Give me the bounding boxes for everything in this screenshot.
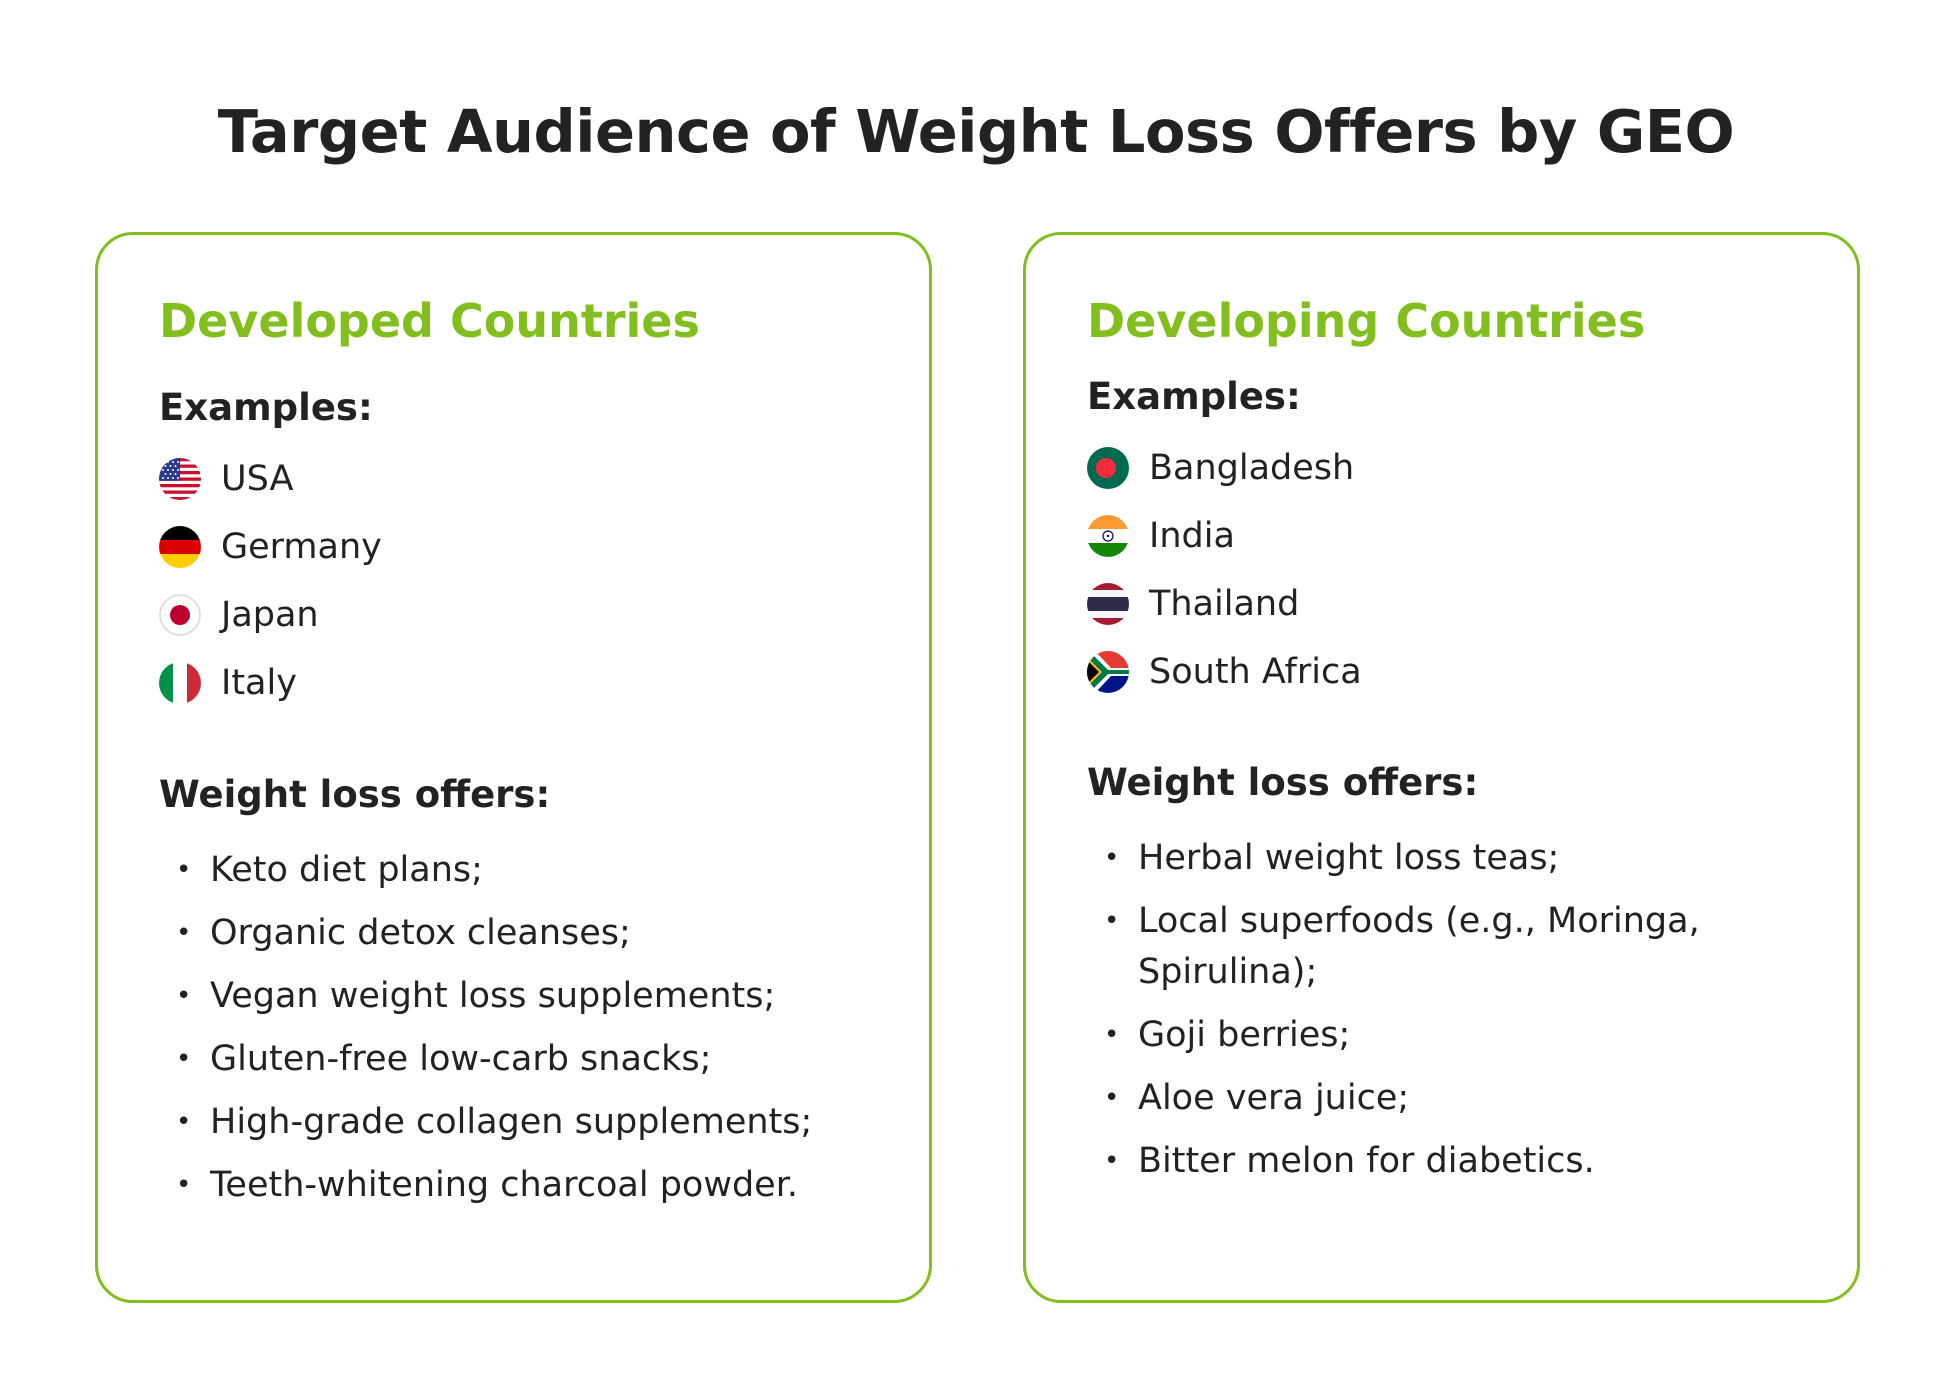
country-item: USA: [159, 445, 382, 513]
developing-countries-card: Developing Countries Examples: Banglades…: [1023, 232, 1860, 1303]
country-item: India: [1087, 502, 1362, 570]
list-item: • Herbal weight loss teas;: [1104, 838, 1560, 878]
bangladesh-flag-icon: [1087, 447, 1129, 489]
country-name: Germany: [221, 527, 382, 567]
list-item: • Vegan weight loss supplements;: [176, 976, 776, 1016]
list-item: • Keto diet plans;: [176, 850, 483, 890]
country-item: Thailand: [1087, 570, 1362, 638]
list-item: • Gluten-free low-carb snacks;: [176, 1039, 712, 1079]
card-heading: Developing Countries: [1087, 294, 1646, 348]
page-title: Target Audience of Weight Loss Offers by…: [217, 97, 1735, 166]
list-item: • Local superfoods (e.g., Moringa, Spirul…: [1104, 901, 1700, 992]
country-item: Bangladesh: [1087, 434, 1362, 502]
usa-flag-icon: [159, 458, 201, 500]
country-name: Japan: [221, 595, 319, 635]
list-item: • High-grade collagen supplements;: [176, 1102, 813, 1142]
offer-list: • Herbal weight loss teas; • Local superfo…: [1104, 833, 1744, 1199]
offer-list: • Keto diet plans; • Organic detox cleanse…: [176, 845, 812, 1223]
offers-label: Weight loss offers:: [1087, 761, 1479, 804]
japan-flag-icon: [159, 594, 201, 636]
country-name: Thailand: [1149, 584, 1300, 624]
country-item: Italy: [159, 649, 382, 717]
thailand-flag-icon: [1087, 583, 1129, 625]
country-name: Bangladesh: [1149, 448, 1355, 488]
germany-flag-icon: [159, 526, 201, 568]
examples-label: Examples:: [159, 386, 373, 429]
country-name: Italy: [221, 663, 297, 703]
list-item: • Organic detox cleanses;: [176, 913, 631, 953]
country-item: Germany: [159, 513, 382, 581]
list-item: • Teeth-whitening charcoal powder.: [176, 1165, 799, 1205]
country-name: USA: [221, 459, 294, 499]
india-flag-icon: [1087, 515, 1129, 557]
country-list: USA Germany Japan Italy: [159, 445, 382, 717]
country-list: Bangladesh India Thailand: [1087, 434, 1362, 706]
card-heading: Developed Countries: [159, 294, 700, 348]
italy-flag-icon: [159, 662, 201, 704]
country-name: India: [1149, 516, 1235, 556]
examples-label: Examples:: [1087, 375, 1301, 418]
country-name: South Africa: [1149, 652, 1362, 692]
country-item: Japan: [159, 581, 382, 649]
developed-countries-card: Developed Countries Examples:: [95, 232, 932, 1303]
country-item: South Africa: [1087, 638, 1362, 706]
list-item: • Aloe vera juice;: [1104, 1078, 1410, 1118]
list-item: • Bitter melon for diabetics.: [1104, 1141, 1595, 1181]
offers-label: Weight loss offers:: [159, 773, 551, 816]
list-item: • Goji berries;: [1104, 1015, 1351, 1055]
south-africa-flag-icon: [1087, 651, 1129, 693]
